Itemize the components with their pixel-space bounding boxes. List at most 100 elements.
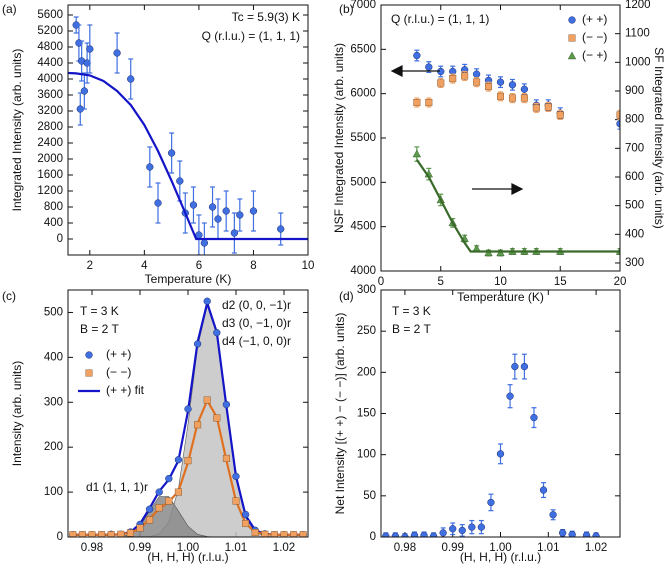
panel-label: (d)	[339, 289, 354, 303]
data-point	[413, 99, 421, 107]
data-point	[126, 529, 134, 537]
data-point	[412, 149, 421, 158]
x-axis-label: (H, H, H) (r.l.u.)	[460, 550, 541, 564]
data-point	[88, 531, 96, 537]
error-bar-group	[617, 117, 620, 130]
legend-label: (− +)	[582, 48, 607, 62]
x-tick-label: 6	[196, 260, 202, 272]
y2-tick-label: 700	[625, 142, 644, 154]
y-axis-label: Net Intensity [(+ +) − (− −)] (arb. unit…	[333, 313, 347, 515]
panel: (a) 2 4 6 8 10 0 400 800 1200 1600 2000 2400 2800 3200…	[2, 2, 314, 286]
panel: (d) 0.98 0.99 1.00 1.01 1.02 0 50 100 150 200 250 30…	[333, 284, 621, 564]
error-bar-group	[617, 109, 620, 120]
annotation: d3 (0, −1, 0)r	[222, 316, 291, 330]
annotation: T = 3 K	[80, 304, 119, 318]
y2-tick-label: 400	[625, 228, 644, 240]
arrow-head	[511, 183, 524, 195]
legend-label: (+ +) fit	[106, 383, 145, 397]
x-tick-label: 5	[438, 276, 444, 288]
data-point	[174, 488, 182, 496]
y-tick-label: 4400	[37, 57, 63, 69]
data-point	[592, 532, 600, 537]
y-tick-label: 6000	[350, 88, 376, 100]
plot-area	[69, 297, 307, 537]
data-point	[508, 81, 517, 89]
data-point	[520, 362, 529, 371]
y-tick-label: 3200	[37, 105, 63, 117]
y-tick-label: 4000	[37, 73, 63, 85]
plot-area	[412, 49, 620, 257]
data-point	[539, 486, 548, 494]
plot-frame	[67, 289, 309, 538]
data-point	[155, 488, 163, 496]
plot-area	[68, 16, 308, 255]
data-point	[194, 421, 202, 429]
legend-marker	[568, 34, 576, 42]
x-tick-label: 20	[614, 276, 627, 288]
y-tick-label: 0	[370, 531, 376, 543]
x-tick-label: 15	[554, 276, 567, 288]
data-point	[165, 474, 173, 483]
data-point	[508, 94, 516, 102]
data-point	[280, 531, 288, 537]
data-point	[155, 504, 163, 512]
data-point	[420, 531, 428, 537]
x-tick-label: 0.98	[394, 542, 416, 554]
legend-marker	[85, 369, 93, 377]
data-point	[277, 225, 285, 233]
data-point	[544, 103, 552, 111]
data-point	[189, 201, 198, 209]
data-point	[425, 99, 433, 107]
data-point	[127, 75, 135, 83]
data-point	[222, 207, 230, 215]
data-point	[236, 211, 244, 219]
y2-tick-label: 900	[625, 85, 644, 97]
y-tick-label: 200	[44, 441, 63, 453]
annotation: Tc = 5.9(3) K	[232, 10, 300, 24]
x-tick-label: 1.01	[537, 542, 559, 554]
data-point	[506, 392, 514, 400]
y-tick-label: 0	[57, 233, 63, 245]
annotation: B = 2 T	[392, 322, 431, 336]
y-tick-label: 0	[57, 531, 63, 543]
data-point	[203, 297, 211, 305]
data-point	[468, 523, 476, 531]
data-point	[439, 529, 447, 537]
arrows	[390, 65, 524, 195]
data-point	[429, 532, 438, 537]
data-point	[214, 215, 222, 223]
data-point	[472, 70, 481, 78]
panel: (b) 0 5 10 15 20 4000 4500 5000 5500 6000 6500 7000 3…	[332, 0, 666, 304]
data-point	[410, 531, 419, 537]
x-tick-label: 1.02	[585, 542, 607, 554]
data-point	[511, 362, 519, 371]
annotation: d4 (−1, 0, 0)r	[222, 334, 291, 348]
data-point	[549, 511, 557, 519]
data-point	[425, 63, 433, 71]
data-point	[146, 163, 154, 171]
data-point	[382, 532, 390, 537]
y-tick-label: 2400	[37, 137, 63, 149]
data-point	[532, 104, 540, 112]
y-tick-label: 400	[44, 351, 63, 363]
y-axis-label: Integrated Intensity (arb. units)	[10, 49, 24, 212]
data-point	[391, 532, 399, 537]
data-point	[232, 497, 240, 505]
legend-label: (− −)	[582, 30, 607, 44]
data-point	[270, 531, 278, 537]
data-point	[249, 207, 258, 215]
y-tick-label: 500	[44, 306, 63, 318]
data-point	[477, 523, 486, 531]
data-point	[80, 87, 89, 95]
data-point	[261, 530, 269, 537]
y-tick-label: 300	[357, 284, 376, 296]
annotation: Q (r.l.u.) = (1, 1, 1)	[202, 29, 300, 43]
data-point	[208, 203, 217, 211]
data-point	[86, 45, 94, 53]
data-point	[413, 51, 421, 60]
x-axis-label: Temperature (K)	[145, 272, 232, 286]
y-axis-label: NSF Integrated Intensity (arb. units)	[332, 43, 346, 233]
data-point	[78, 531, 86, 537]
y-tick-label: 300	[44, 396, 63, 408]
